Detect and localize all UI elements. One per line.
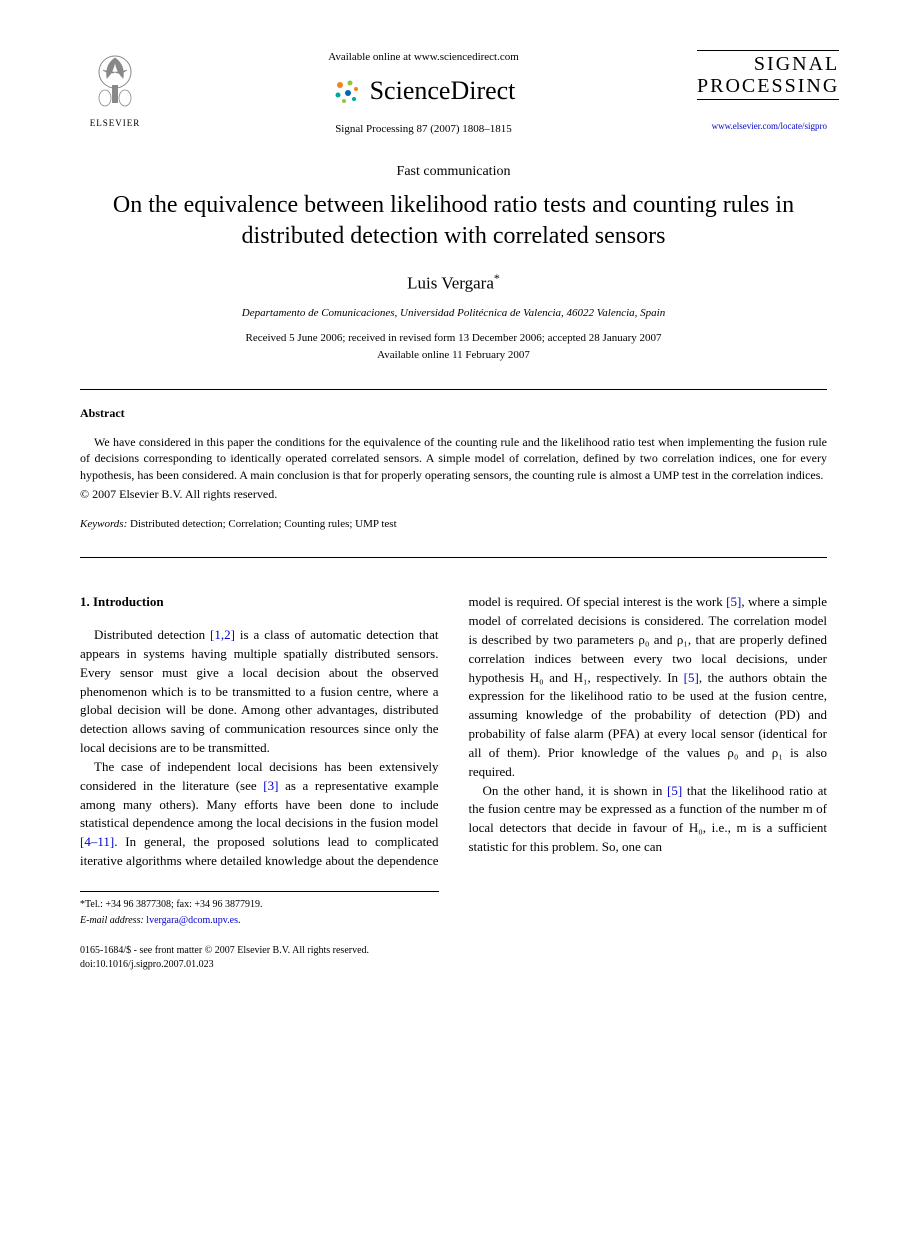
elsevier-logo: ELSEVIER	[80, 50, 150, 130]
footnote-email-line: E-mail address: lvergara@dcom.upv.es.	[80, 914, 439, 928]
ref-link-5b[interactable]: [5]	[684, 670, 699, 685]
elsevier-label: ELSEVIER	[80, 117, 150, 130]
email-label: E-mail address:	[80, 915, 144, 926]
journal-logo: SIGNAL PROCESSING www.elsevier.com/locat…	[697, 50, 827, 133]
available-online-text: Available online at www.sciencedirect.co…	[170, 50, 677, 65]
footer-block: 0165-1684/$ - see front matter © 2007 El…	[80, 944, 827, 972]
author-name: Luis Vergara*	[80, 270, 827, 295]
elsevier-tree-icon	[85, 50, 145, 110]
author-text: Luis Vergara	[407, 274, 494, 293]
journal-url-link[interactable]: www.elsevier.com/locate/sigpro	[697, 120, 827, 133]
page-header: ELSEVIER Available online at www.science…	[80, 50, 827, 137]
body-columns: 1. Introduction Distributed detection [1…	[80, 593, 827, 871]
keywords-block: Keywords: Distributed detection; Correla…	[80, 517, 827, 532]
ref-link-3[interactable]: [3]	[263, 778, 278, 793]
journal-name: SIGNAL PROCESSING	[697, 50, 839, 100]
ref-link-4-11[interactable]: [4–11]	[80, 834, 114, 849]
ref-link-5c[interactable]: [5]	[667, 783, 682, 798]
abstract-copyright: © 2007 Elsevier B.V. All rights reserved…	[80, 486, 827, 503]
dates-received: Received 5 June 2006; received in revise…	[80, 331, 827, 346]
journal-name-line1: SIGNAL	[754, 53, 839, 75]
sciencedirect-brand: ScienceDirect	[170, 73, 677, 109]
section-1-heading: 1. Introduction	[80, 593, 439, 612]
keywords-text: Distributed detection; Correlation; Coun…	[127, 518, 396, 530]
article-title: On the equivalence between likelihood ra…	[80, 190, 827, 252]
journal-reference: Signal Processing 87 (2007) 1808–1815	[170, 122, 677, 137]
keywords-label: Keywords:	[80, 518, 127, 530]
affiliation: Departamento de Comunicaciones, Universi…	[80, 306, 827, 321]
footnote-tel: *Tel.: +34 96 3877308; fax: +34 96 38779…	[80, 898, 439, 912]
sciencedirect-dots-icon	[332, 77, 362, 107]
body-para-3: On the other hand, it is shown in [5] th…	[469, 782, 828, 857]
divider-bottom	[80, 557, 827, 558]
abstract-text: We have considered in this paper the con…	[80, 434, 827, 484]
sciencedirect-text: ScienceDirect	[370, 73, 516, 109]
footer-issn: 0165-1684/$ - see front matter © 2007 El…	[80, 944, 827, 958]
author-marker: *	[494, 271, 500, 285]
article-type: Fast communication	[80, 162, 827, 182]
footnote-block: *Tel.: +34 96 3877308; fax: +34 96 38779…	[80, 891, 439, 928]
journal-name-line2: PROCESSING	[697, 75, 839, 97]
dates-available: Available online 11 February 2007	[80, 348, 827, 363]
footer-doi: doi:10.1016/j.sigpro.2007.01.023	[80, 958, 827, 972]
divider-top	[80, 389, 827, 390]
ref-link-1-2[interactable]: [1,2]	[210, 627, 235, 642]
abstract-heading: Abstract	[80, 405, 827, 422]
email-link[interactable]: lvergara@dcom.upv.es	[144, 915, 238, 926]
ref-link-5a[interactable]: [5]	[726, 594, 741, 609]
center-header: Available online at www.sciencedirect.co…	[150, 50, 697, 137]
body-para-1: Distributed detection [1,2] is a class o…	[80, 626, 439, 758]
